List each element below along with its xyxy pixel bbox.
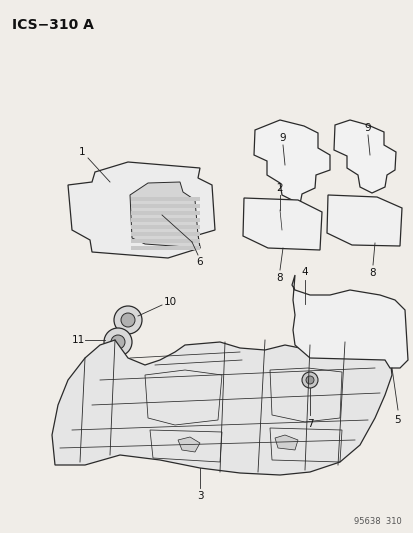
- Polygon shape: [130, 182, 199, 248]
- Circle shape: [114, 306, 142, 334]
- Polygon shape: [68, 162, 214, 258]
- Polygon shape: [131, 246, 199, 250]
- Polygon shape: [326, 195, 401, 246]
- Circle shape: [296, 304, 312, 320]
- Circle shape: [121, 313, 135, 327]
- Text: 9: 9: [279, 133, 286, 143]
- Text: 6: 6: [196, 257, 203, 267]
- Circle shape: [104, 328, 132, 356]
- Polygon shape: [291, 275, 407, 368]
- Polygon shape: [131, 232, 199, 236]
- Text: 4: 4: [301, 267, 308, 277]
- Polygon shape: [274, 435, 297, 450]
- Text: 95638  310: 95638 310: [354, 517, 401, 526]
- Polygon shape: [242, 198, 321, 250]
- Text: 7: 7: [306, 419, 313, 429]
- Circle shape: [301, 372, 317, 388]
- Polygon shape: [131, 197, 199, 201]
- Polygon shape: [178, 437, 199, 452]
- Circle shape: [300, 308, 308, 316]
- Polygon shape: [254, 120, 329, 204]
- Text: 8: 8: [369, 268, 375, 278]
- Polygon shape: [131, 225, 199, 229]
- Text: 9: 9: [364, 123, 370, 133]
- Text: 5: 5: [394, 415, 400, 425]
- Polygon shape: [131, 204, 199, 208]
- Circle shape: [274, 218, 284, 228]
- Text: 11: 11: [71, 335, 84, 345]
- Circle shape: [111, 335, 125, 349]
- Polygon shape: [52, 340, 391, 475]
- Polygon shape: [333, 120, 395, 193]
- Polygon shape: [131, 239, 199, 243]
- Circle shape: [305, 376, 313, 384]
- Text: 3: 3: [196, 491, 203, 501]
- Text: 1: 1: [78, 147, 85, 157]
- Text: ICS−310 A: ICS−310 A: [12, 18, 94, 32]
- Polygon shape: [131, 211, 199, 215]
- Text: 2: 2: [276, 183, 282, 193]
- Polygon shape: [131, 218, 199, 222]
- Text: 10: 10: [163, 297, 176, 307]
- Text: 8: 8: [276, 273, 282, 283]
